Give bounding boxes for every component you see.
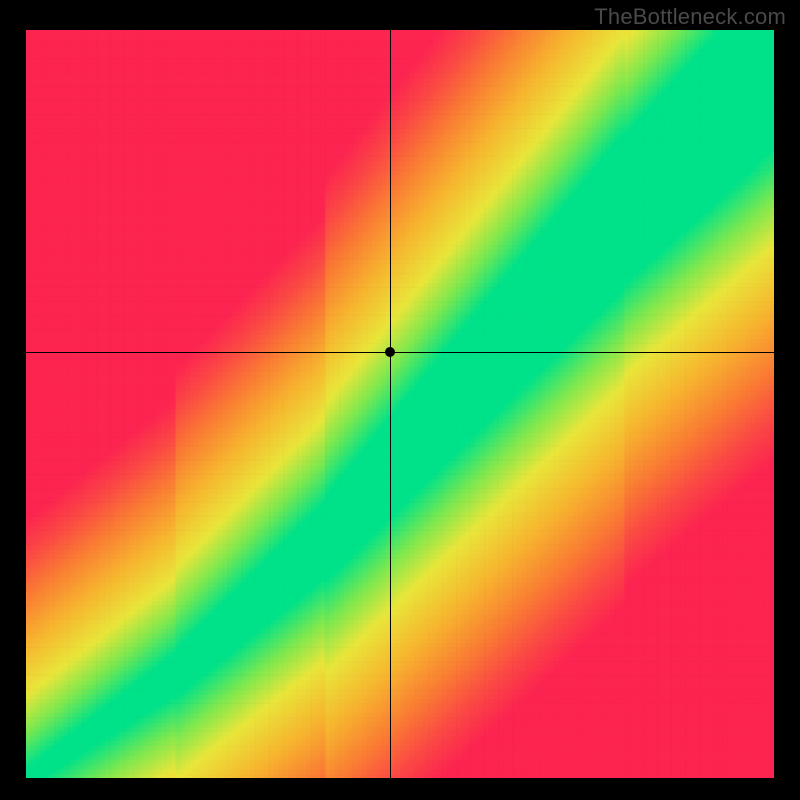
watermark-text: TheBottleneck.com xyxy=(594,4,786,30)
chart-container: TheBottleneck.com xyxy=(0,0,800,800)
heatmap-canvas xyxy=(26,30,774,778)
crosshair-vertical xyxy=(390,30,391,778)
crosshair-horizontal xyxy=(26,352,774,353)
crosshair-marker xyxy=(385,347,395,357)
